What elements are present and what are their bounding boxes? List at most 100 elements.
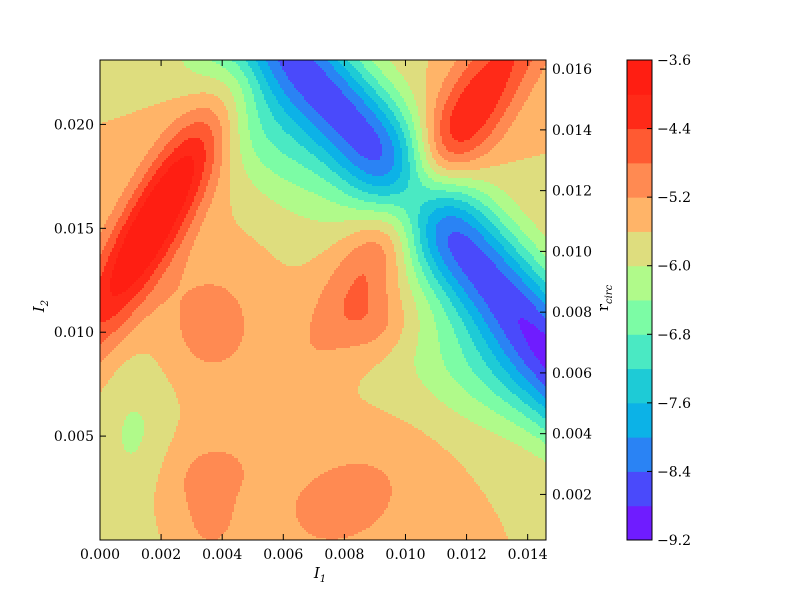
contour-cell <box>120 98 123 101</box>
contour-cell <box>158 86 161 89</box>
contour-cell <box>286 62 289 65</box>
contour-cell <box>392 96 395 99</box>
contour-cell <box>208 94 211 97</box>
contour-cell <box>130 86 133 89</box>
contour-cell <box>234 94 237 97</box>
contour-cell <box>438 86 441 89</box>
contour-cell <box>366 60 369 63</box>
contour-cell <box>458 66 461 69</box>
contour-cell <box>344 94 347 97</box>
contour-cell <box>474 70 477 73</box>
contour-cell <box>486 68 489 71</box>
contour-cell <box>338 86 341 89</box>
contour-cell <box>348 72 351 75</box>
contour-cell <box>526 72 529 75</box>
contour-cell <box>502 62 505 65</box>
contour-cell <box>482 100 485 103</box>
contour-cell <box>342 76 345 79</box>
contour-cell <box>188 68 191 71</box>
contour-cell <box>516 100 519 103</box>
contour-cell <box>236 76 239 79</box>
contour-cell <box>132 102 135 105</box>
contour-cell <box>544 96 546 99</box>
contour-cell <box>110 100 113 103</box>
contour-cell <box>244 94 247 97</box>
contour-cell <box>436 80 439 83</box>
contour-cell <box>462 96 465 99</box>
contour-cell <box>276 98 279 101</box>
contour-cell <box>426 78 429 81</box>
contour-cell <box>374 102 377 105</box>
contour-cell <box>478 68 481 71</box>
contour-cell <box>504 100 507 103</box>
contour-cell <box>158 72 161 75</box>
contour-cell <box>108 70 111 73</box>
contour-cell <box>348 90 351 93</box>
contour-cell <box>426 102 429 105</box>
contour-cell <box>378 76 381 79</box>
contour-cell <box>254 66 257 69</box>
contour-cell <box>284 98 287 101</box>
contour-cell <box>300 88 303 91</box>
contour-cell <box>448 62 451 65</box>
contour-cell <box>406 78 409 81</box>
contour-cell <box>376 60 379 63</box>
contour-cell <box>150 102 153 105</box>
contour-cell <box>300 86 303 89</box>
contour-cell <box>156 80 159 83</box>
contour-cell <box>472 76 475 79</box>
contour-cell <box>156 72 159 75</box>
contour-cell <box>150 98 153 101</box>
contour-cell <box>522 62 525 65</box>
contour-cell <box>304 84 307 87</box>
contour-cell <box>154 76 157 79</box>
contour-cell <box>506 66 509 69</box>
contour-cell <box>138 96 141 99</box>
contour-cell <box>362 80 365 83</box>
contour-cell <box>436 74 439 77</box>
contour-cell <box>524 60 527 63</box>
contour-cell <box>400 78 403 81</box>
contour-cell <box>200 66 203 69</box>
contour-cell <box>146 70 149 73</box>
contour-cell <box>234 60 237 63</box>
contour-cell <box>232 100 235 103</box>
contour-cell <box>102 62 105 65</box>
contour-cell <box>506 76 509 79</box>
contour-cell <box>384 62 387 65</box>
contour-cell <box>274 100 277 103</box>
contour-cell <box>352 100 355 103</box>
contour-cell <box>434 74 437 77</box>
contour-cell <box>490 84 493 87</box>
contour-cell <box>480 86 483 89</box>
contour-cell <box>400 72 403 75</box>
contour-cell <box>354 88 357 91</box>
contour-cell <box>194 92 197 95</box>
contour-cell <box>358 74 361 77</box>
contour-cell <box>488 66 491 69</box>
contour-cell <box>286 90 289 93</box>
contour-cell <box>276 74 279 77</box>
contour-cell <box>358 80 361 83</box>
contour-cell <box>186 86 189 89</box>
contour-cell <box>160 104 163 107</box>
contour-cell <box>242 96 245 99</box>
contour-cell <box>522 92 525 95</box>
contour-cell <box>396 72 399 75</box>
contour-cell <box>276 96 279 99</box>
contour-cell <box>364 94 367 97</box>
contour-cell <box>346 102 349 105</box>
contour-cell <box>266 66 269 69</box>
contour-cell <box>460 76 463 79</box>
contour-cell <box>496 84 499 87</box>
contour-cell <box>202 64 205 67</box>
contour-cell <box>526 62 529 65</box>
contour-cell <box>204 98 207 101</box>
contour-cell <box>158 82 161 85</box>
contour-cell <box>480 64 483 67</box>
contour-cell <box>260 60 263 63</box>
contour-cell <box>412 76 415 79</box>
contour-cell <box>528 98 531 101</box>
contour-cell <box>280 70 283 73</box>
contour-cell <box>244 70 247 73</box>
